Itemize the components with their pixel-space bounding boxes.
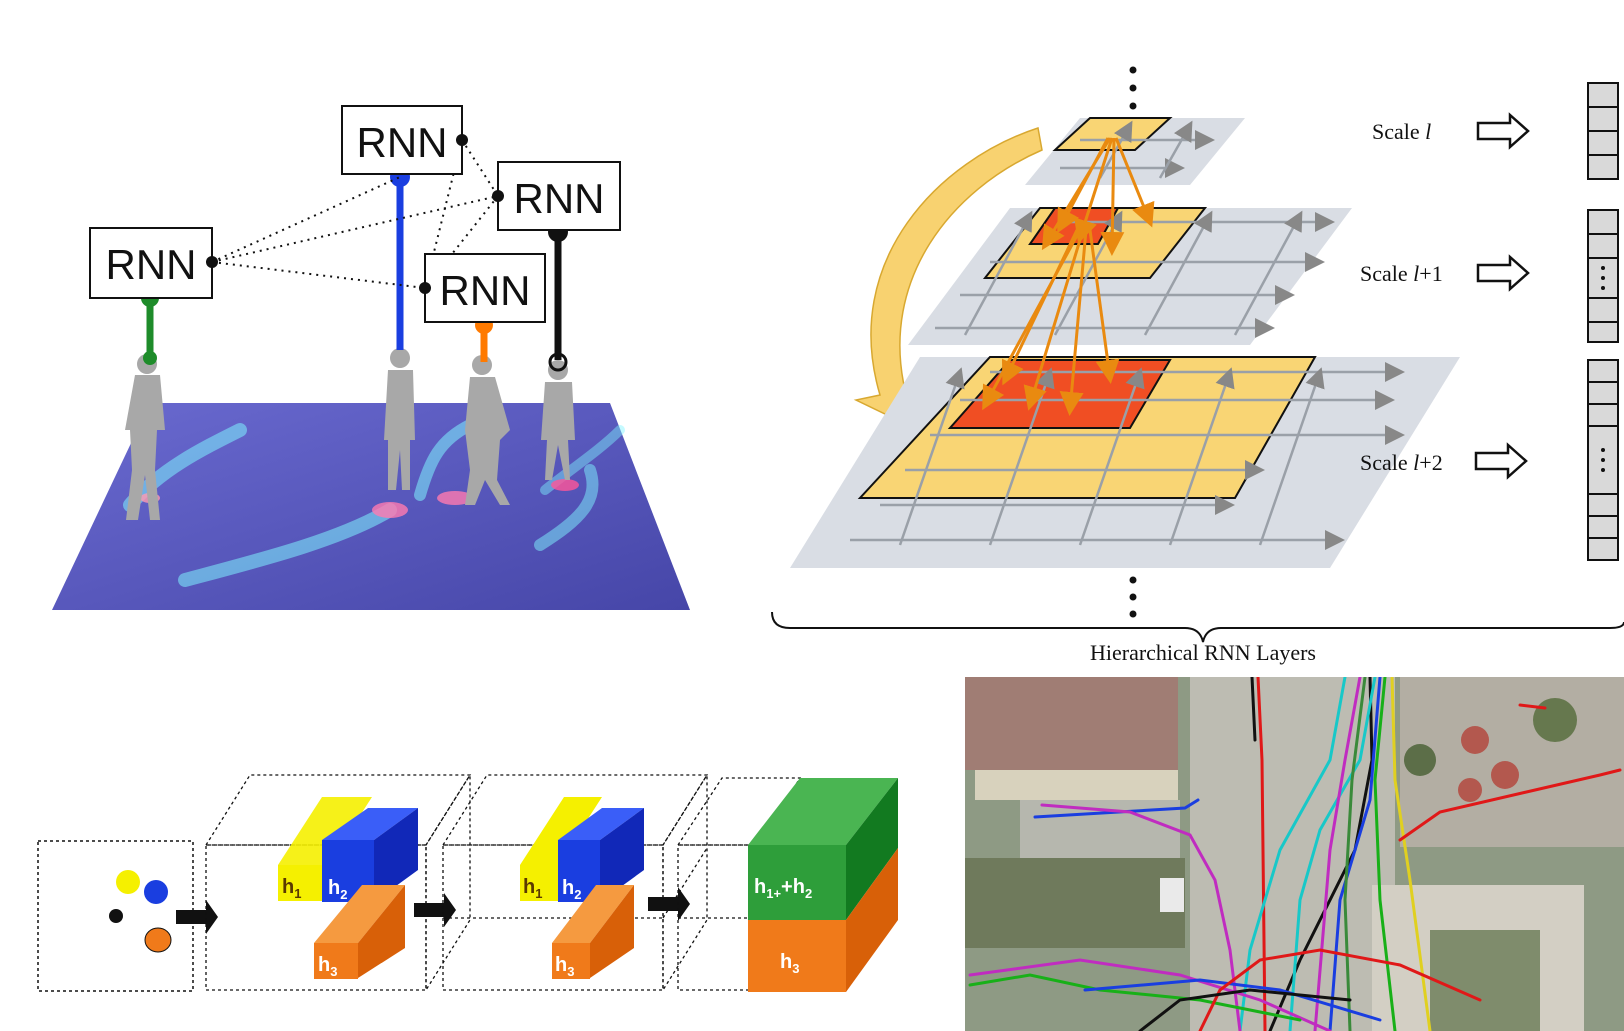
pedestrian-2 [384,348,415,490]
layer-scale-l [1025,117,1245,185]
hierarchy-panel: Scale l Scale l+1 Scale l+2 [771,66,1624,665]
node-black-bottom [548,352,568,372]
agent-blue [144,880,168,904]
umbrella [1458,778,1482,802]
ellipsis-top [1129,66,1137,110]
hollow-arrows [1474,112,1530,480]
courtyard-left [965,858,1185,948]
rnn-box-orange: RNN [419,253,546,323]
agent-yellow [116,870,140,894]
road-vertical [1190,677,1395,1031]
rnn-box-black: RNN [492,161,621,231]
aerial-trajectory-panel [965,677,1624,1031]
scale-projection-arrows [982,137,1155,416]
stage-pool-1: h1 h2 h3 [204,772,472,993]
layers-brace [771,611,1624,643]
arrow-3 [648,887,690,921]
h2-label: h2 [328,877,347,902]
stage-occupancy [37,840,194,992]
plaza-right [1400,677,1624,847]
arrow-1 [176,900,218,934]
rnn-label: RNN [440,267,531,314]
rnn-label: RNN [514,175,605,222]
rnn-label: RNN [357,119,448,166]
stage-merged: h1++h2 h3 [676,777,898,992]
h1-label: h1 [523,876,542,901]
vector-ellipsis [1601,266,1605,472]
scale-label-l1: Scale l+1 [1360,261,1443,286]
agent-black [109,909,123,923]
stage-pool-2: h1 h2 h3 [441,772,709,993]
scale-text: Scale l [1372,119,1431,144]
layer-scale-l2 [790,356,1460,568]
umbrella [1461,726,1489,754]
pooling-panel: h1 h2 h3 h1 h2 h3 [37,772,898,993]
feature-vector-l [1587,82,1619,180]
building-right-inner [1430,930,1540,1031]
scale-label-l: Scale l [1372,119,1431,144]
arrow-2 [414,893,456,927]
merged-h3-label: h3 [780,951,799,976]
h2-label: h2 [562,877,581,902]
rnn-box-green: RNN [89,227,218,299]
rnn-box-blue: RNN [341,105,468,175]
h3-label: h3 [318,954,337,979]
h1-plus-h2-label: h1++h2 [754,876,812,901]
brace-label: Hierarchical RNN Layers [1090,640,1316,665]
umbrella [1491,761,1519,789]
social-rnn-panel: RNN RNN RNN RNN [52,105,690,610]
layer-scale-l1 [908,207,1352,345]
feature-vector-l2 [1587,359,1619,561]
tree [1533,698,1577,742]
node-green-bottom [143,351,157,365]
rnn-label: RNN [106,241,197,288]
pedestrian-trajectories [968,677,1622,1031]
building-roof-tile [965,677,1178,770]
scale-text: Scale l+2 [1360,450,1443,475]
parked-car [1160,878,1184,912]
h3-label: h3 [555,954,574,979]
scale-text: Scale l+1 [1360,261,1443,286]
ellipsis-bottom [1129,576,1137,618]
scene-floor [52,403,690,610]
tree [1404,744,1436,776]
h1-label: h1 [282,876,301,901]
scale-label-l2: Scale l+2 [1360,450,1443,475]
agent-orange [144,927,172,953]
